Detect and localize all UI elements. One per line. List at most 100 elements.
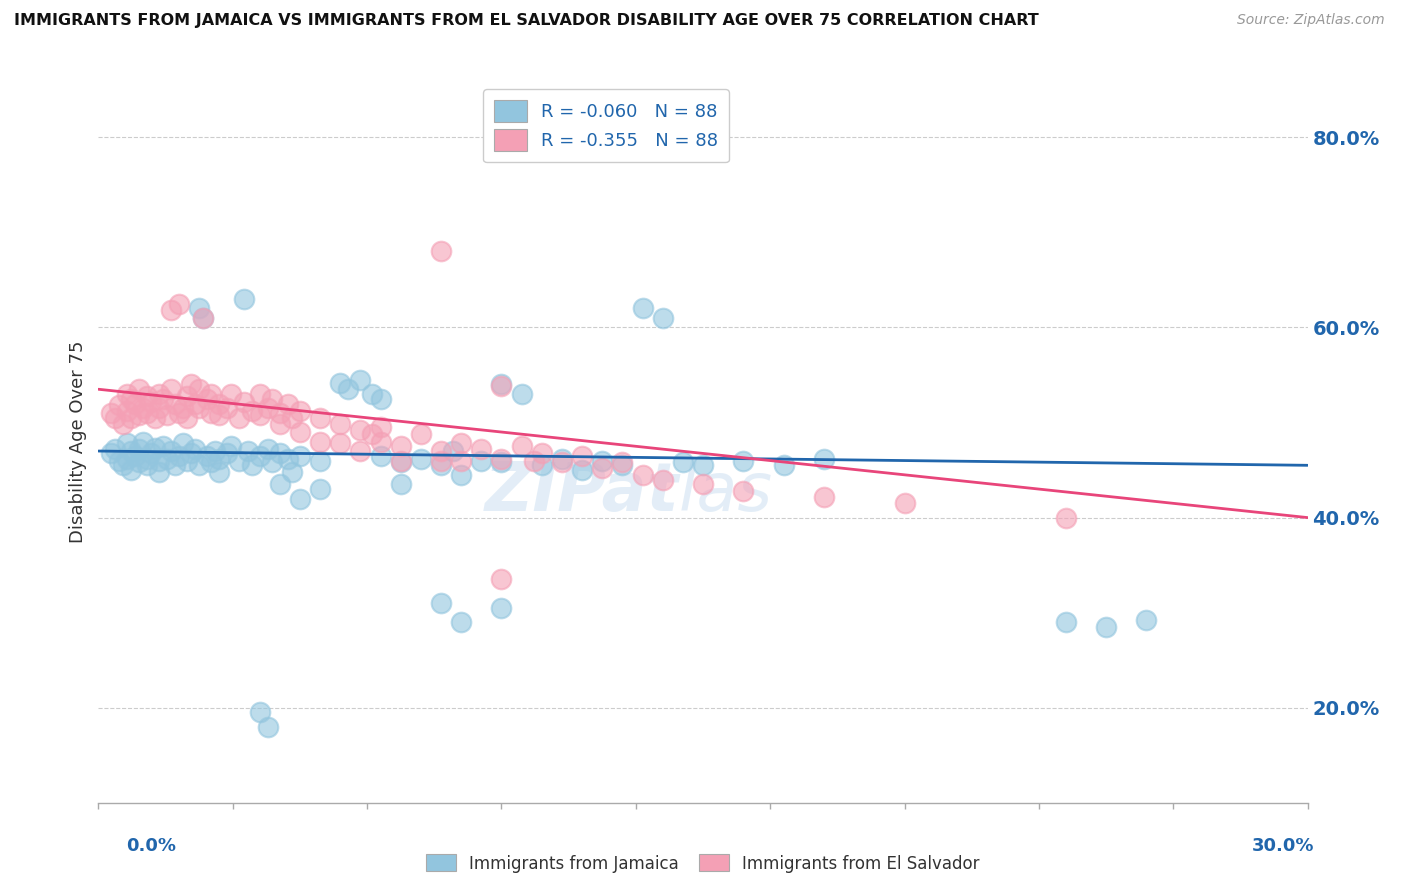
Point	[208, 465, 231, 479]
Point	[277, 451, 299, 466]
Point	[135, 458, 157, 473]
Text: ZIPat: ZIPat	[484, 459, 679, 525]
Point	[124, 449, 146, 463]
Point	[124, 396, 146, 410]
Text: las: las	[679, 459, 773, 525]
Point	[269, 417, 291, 432]
Point	[260, 455, 283, 469]
Point	[349, 373, 371, 387]
Point	[672, 455, 695, 469]
Point	[269, 406, 291, 420]
Point	[120, 444, 142, 458]
Point	[893, 496, 915, 510]
Point	[221, 387, 243, 401]
Point	[571, 463, 593, 477]
Point	[309, 410, 332, 425]
Point	[470, 453, 492, 467]
Point	[349, 444, 371, 458]
Point	[491, 573, 513, 587]
Point	[249, 706, 271, 720]
Point	[523, 453, 546, 467]
Point	[329, 376, 352, 390]
Point	[163, 458, 186, 473]
Point	[167, 296, 190, 310]
Point	[510, 439, 533, 453]
Point	[651, 310, 673, 325]
Point	[591, 461, 613, 475]
Point	[163, 396, 186, 410]
Point	[491, 377, 513, 392]
Point	[269, 446, 291, 460]
Point	[172, 436, 194, 450]
Point	[370, 420, 392, 434]
Point	[180, 446, 202, 460]
Point	[370, 392, 392, 406]
Point	[288, 491, 311, 506]
Point	[571, 449, 593, 463]
Point	[184, 442, 207, 457]
Point	[111, 417, 134, 432]
Point	[530, 446, 553, 460]
Y-axis label: Disability Age Over 75: Disability Age Over 75	[69, 340, 87, 543]
Point	[1054, 510, 1077, 524]
Point	[111, 458, 134, 473]
Point	[692, 477, 714, 491]
Point	[491, 451, 513, 466]
Point	[450, 467, 472, 482]
Point	[450, 436, 472, 450]
Point	[612, 458, 634, 473]
Point	[156, 451, 179, 466]
Text: IMMIGRANTS FROM JAMAICA VS IMMIGRANTS FROM EL SALVADOR DISABILITY AGE OVER 75 CO: IMMIGRANTS FROM JAMAICA VS IMMIGRANTS FR…	[14, 13, 1039, 29]
Point	[188, 382, 211, 396]
Point	[152, 439, 174, 453]
Legend: Immigrants from Jamaica, Immigrants from El Salvador: Immigrants from Jamaica, Immigrants from…	[419, 847, 987, 880]
Point	[389, 455, 412, 469]
Point	[256, 442, 278, 457]
Point	[180, 377, 202, 392]
Point	[204, 444, 226, 458]
Point	[256, 720, 278, 734]
Point	[256, 401, 278, 416]
Point	[249, 387, 271, 401]
Point	[430, 596, 453, 610]
Point	[107, 398, 129, 412]
Point	[176, 389, 198, 403]
Point	[135, 389, 157, 403]
Point	[288, 404, 311, 418]
Point	[167, 449, 190, 463]
Point	[160, 303, 183, 318]
Point	[530, 458, 553, 473]
Point	[208, 451, 231, 466]
Point	[337, 382, 360, 396]
Point	[288, 425, 311, 439]
Point	[115, 436, 138, 450]
Point	[370, 449, 392, 463]
Point	[103, 410, 125, 425]
Point	[120, 392, 142, 406]
Point	[450, 615, 472, 630]
Point	[115, 404, 138, 418]
Point	[450, 453, 472, 467]
Point	[551, 455, 574, 469]
Point	[510, 387, 533, 401]
Point	[115, 387, 138, 401]
Point	[361, 426, 384, 441]
Point	[176, 453, 198, 467]
Point	[128, 382, 150, 396]
Point	[430, 453, 453, 467]
Point	[240, 404, 263, 418]
Point	[277, 396, 299, 410]
Point	[309, 482, 332, 496]
Point	[103, 442, 125, 457]
Point	[631, 301, 654, 316]
Point	[120, 410, 142, 425]
Point	[361, 387, 384, 401]
Point	[651, 473, 673, 487]
Point	[232, 292, 254, 306]
Point	[208, 408, 231, 422]
Point	[240, 458, 263, 473]
Point	[132, 434, 155, 449]
Text: 30.0%: 30.0%	[1253, 837, 1315, 855]
Point	[772, 458, 794, 473]
Point	[281, 410, 304, 425]
